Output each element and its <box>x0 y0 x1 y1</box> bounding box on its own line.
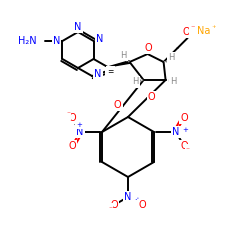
Text: N: N <box>74 22 82 32</box>
Text: N: N <box>172 127 180 137</box>
Text: O: O <box>148 92 156 102</box>
Text: +: + <box>134 197 140 203</box>
Text: Na: Na <box>197 26 210 36</box>
Text: N: N <box>124 192 132 202</box>
Polygon shape <box>108 61 130 67</box>
Text: =: = <box>108 67 114 76</box>
Text: H: H <box>120 50 127 59</box>
Text: +: + <box>76 122 82 128</box>
Text: N: N <box>106 68 113 78</box>
Text: O: O <box>68 113 76 123</box>
Text: N: N <box>76 127 84 137</box>
Text: N: N <box>94 69 102 79</box>
Text: O: O <box>68 141 76 151</box>
Text: H: H <box>168 54 175 62</box>
Text: ⁻: ⁻ <box>66 110 70 119</box>
Text: ⁻: ⁻ <box>108 204 112 214</box>
Text: O: O <box>138 200 146 210</box>
Text: O: O <box>110 200 118 210</box>
Text: O: O <box>183 27 190 37</box>
Text: O: O <box>114 100 122 110</box>
Text: H₂N: H₂N <box>18 36 36 46</box>
Text: O: O <box>180 113 188 123</box>
Text: N: N <box>53 36 60 46</box>
Text: O: O <box>180 141 188 151</box>
Text: ⁺: ⁺ <box>211 24 216 32</box>
Text: ⁻: ⁻ <box>190 24 195 32</box>
Text: +: + <box>182 127 188 133</box>
Text: O: O <box>145 43 152 53</box>
Text: N: N <box>96 34 103 44</box>
Text: ⁻: ⁻ <box>186 145 190 154</box>
Text: H: H <box>132 78 139 86</box>
Text: H: H <box>170 78 177 86</box>
